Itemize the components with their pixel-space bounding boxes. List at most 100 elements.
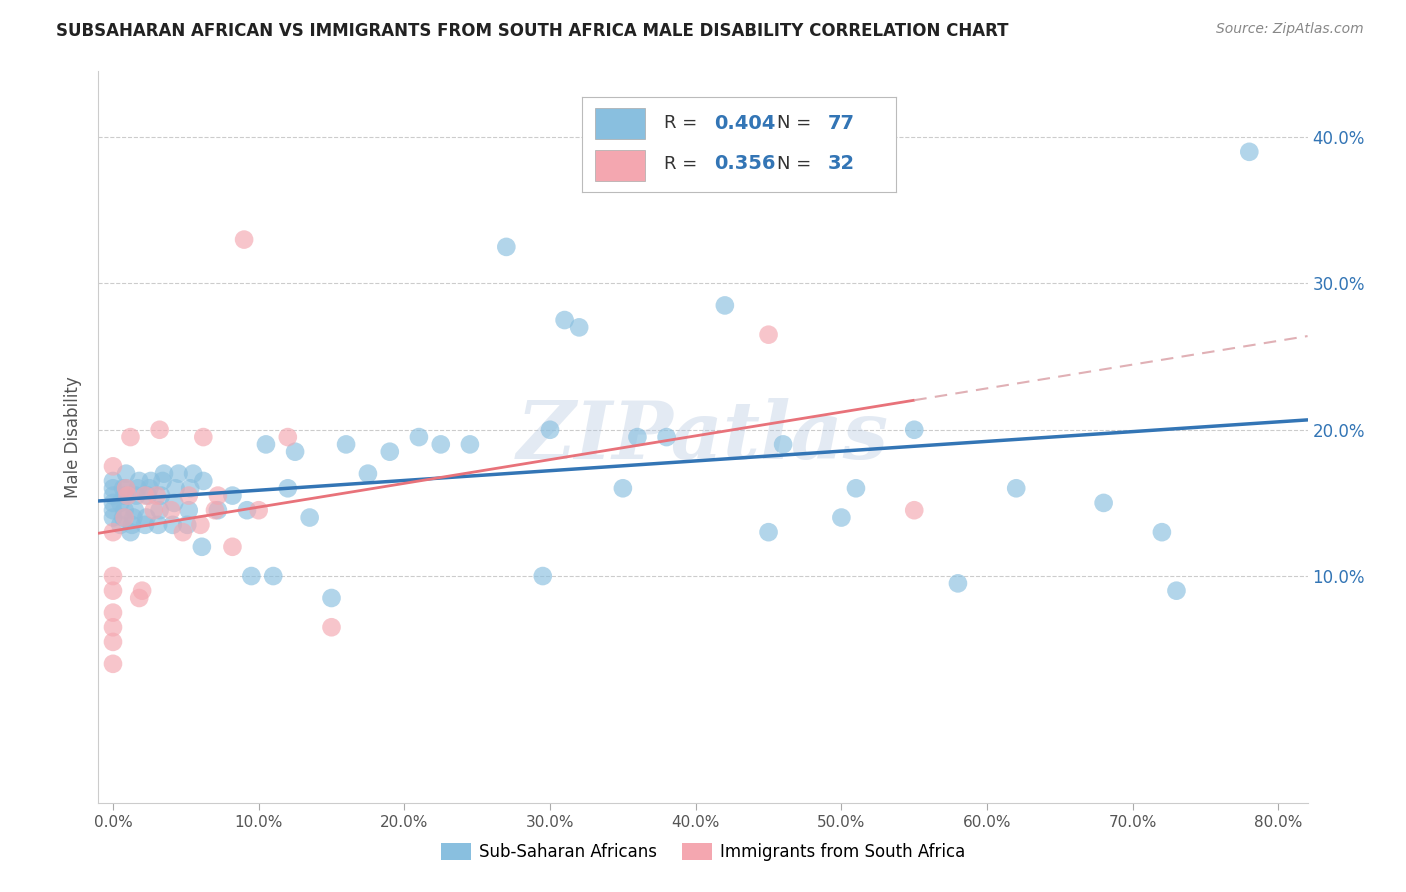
Point — [153, 467, 176, 481]
Point — [163, 496, 186, 510]
Point — [110, 517, 132, 532]
Point — [149, 503, 172, 517]
Point — [135, 510, 157, 524]
Point — [101, 510, 124, 524]
Point — [101, 620, 124, 634]
Point — [114, 503, 136, 517]
Point — [378, 444, 401, 458]
Point — [254, 437, 277, 451]
Point — [626, 430, 648, 444]
Point — [177, 489, 200, 503]
Point — [117, 489, 139, 503]
Point — [101, 496, 124, 510]
Y-axis label: Male Disability: Male Disability — [63, 376, 82, 498]
Point — [139, 474, 162, 488]
Point — [284, 444, 307, 458]
Point — [262, 569, 284, 583]
Point — [136, 489, 159, 503]
Point — [152, 474, 174, 488]
Point — [101, 569, 124, 583]
Point — [531, 569, 554, 583]
Point — [240, 569, 263, 583]
Point — [221, 540, 243, 554]
Point — [162, 517, 184, 532]
Text: SUBSAHARAN AFRICAN VS IMMIGRANTS FROM SOUTH AFRICA MALE DISABILITY CORRELATION C: SUBSAHARAN AFRICAN VS IMMIGRANTS FROM SO… — [56, 22, 1008, 40]
Point — [845, 481, 868, 495]
Point — [128, 591, 150, 605]
Point — [758, 327, 780, 342]
Point — [946, 576, 969, 591]
Point — [122, 510, 145, 524]
Point — [115, 481, 138, 495]
Point — [554, 313, 576, 327]
Point — [101, 657, 124, 671]
Point — [298, 510, 321, 524]
Point — [134, 517, 156, 532]
Point — [207, 489, 229, 503]
Point — [714, 298, 737, 312]
Point — [612, 481, 634, 495]
Point — [176, 517, 198, 532]
Point — [321, 591, 343, 605]
Point — [114, 489, 136, 503]
Point — [193, 474, 215, 488]
Point — [112, 481, 135, 495]
Point — [277, 430, 299, 444]
Point — [1166, 583, 1188, 598]
Point — [233, 233, 256, 247]
Point — [1005, 481, 1028, 495]
Point — [221, 489, 243, 503]
Point — [172, 525, 194, 540]
Point — [110, 496, 132, 510]
Point — [112, 510, 135, 524]
Point — [115, 467, 138, 481]
Point — [321, 620, 343, 634]
Point — [655, 430, 678, 444]
Point — [181, 467, 204, 481]
Legend: Sub-Saharan Africans, Immigrants from South Africa: Sub-Saharan Africans, Immigrants from So… — [434, 836, 972, 868]
Point — [124, 503, 146, 517]
Point — [101, 635, 124, 649]
Point — [247, 503, 270, 517]
Point — [167, 467, 190, 481]
Point — [165, 481, 187, 495]
Point — [277, 481, 299, 495]
Point — [101, 481, 124, 495]
Point — [125, 489, 148, 503]
Point — [150, 489, 173, 503]
Point — [114, 510, 136, 524]
Point — [1239, 145, 1261, 159]
Point — [568, 320, 591, 334]
Point — [1092, 496, 1115, 510]
Point — [495, 240, 517, 254]
Point — [101, 503, 124, 517]
Point — [128, 474, 150, 488]
Point — [145, 489, 167, 503]
Point — [121, 517, 143, 532]
Point — [357, 467, 380, 481]
Point — [903, 503, 925, 517]
Point — [127, 481, 149, 495]
Point — [101, 583, 124, 598]
Point — [538, 423, 561, 437]
Point — [191, 540, 214, 554]
Point — [160, 503, 183, 517]
Point — [101, 606, 124, 620]
Point — [149, 423, 172, 437]
Point — [1150, 525, 1173, 540]
Point — [120, 525, 142, 540]
Point — [335, 437, 357, 451]
Point — [101, 489, 124, 503]
Text: ZIPatlas: ZIPatlas — [517, 399, 889, 475]
Point — [204, 503, 226, 517]
Point — [101, 525, 124, 540]
Point — [236, 503, 259, 517]
Point — [193, 430, 215, 444]
Text: Source: ZipAtlas.com: Source: ZipAtlas.com — [1216, 22, 1364, 37]
Point — [190, 517, 212, 532]
Point — [830, 510, 852, 524]
Point — [207, 503, 229, 517]
Point — [758, 525, 780, 540]
Point — [772, 437, 794, 451]
Point — [101, 459, 124, 474]
